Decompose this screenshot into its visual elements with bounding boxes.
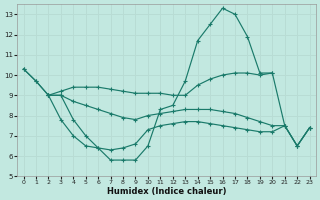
X-axis label: Humidex (Indice chaleur): Humidex (Indice chaleur) [107, 187, 226, 196]
